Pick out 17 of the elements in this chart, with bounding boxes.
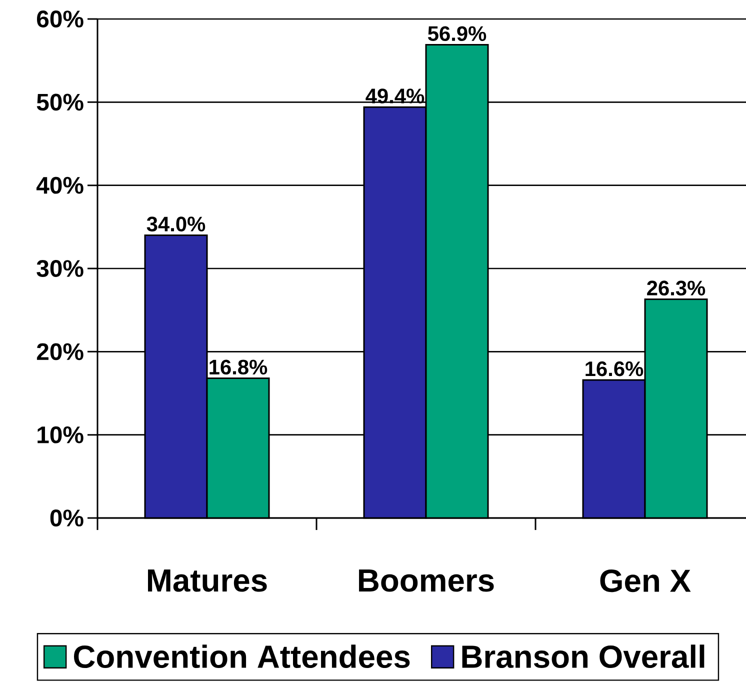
x-tick-label: Matures [148,570,267,592]
y-tick-label: 60% [37,10,84,28]
x-tick-label: Boomers [359,570,494,592]
y-tick-label: 10% [38,426,84,444]
data-label: 56.9% [428,26,486,42]
legend-label: Branson Overall [462,644,704,668]
legend-label: Convention Attendees [74,644,410,668]
y-tick-label: 50% [36,94,84,111]
data-label: 26.3% [647,280,706,296]
y-tick-label: 20% [36,343,84,360]
y-tick-label: 0% [50,510,84,526]
x-tick-label: Gen X [600,570,691,592]
y-tick-label: 40% [36,176,84,194]
y-tick-label: 30% [36,260,84,277]
data-label: 16.8% [210,360,268,375]
data-label: 16.6% [586,361,644,376]
data-label: 34.0% [146,216,206,232]
